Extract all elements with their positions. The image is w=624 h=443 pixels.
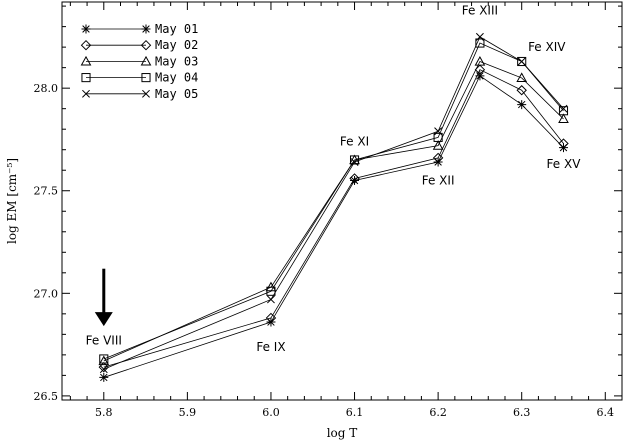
y-tick-label: 26.5 — [34, 390, 59, 403]
series-line-3 — [103, 60, 564, 362]
data-point — [265, 312, 277, 324]
legend-label: May 02 — [155, 38, 198, 52]
legend-label: May 03 — [155, 54, 198, 68]
legend-marker — [142, 89, 150, 98]
data-point — [267, 295, 275, 304]
data-point — [349, 173, 360, 184]
x-tick-label: 6.2 — [429, 406, 447, 419]
series-line-1 — [103, 75, 564, 378]
y-tick-label: 27.0 — [34, 287, 59, 300]
data-point — [516, 85, 527, 96]
legend-marker — [81, 73, 91, 83]
ion-label: Fe XV — [547, 157, 582, 171]
data-point — [350, 158, 359, 166]
data-point — [517, 100, 527, 110]
legend-label: May 05 — [155, 87, 198, 101]
data-point — [265, 281, 277, 292]
series-line-2 — [103, 69, 564, 368]
data-point — [99, 354, 109, 364]
data-point — [517, 56, 527, 67]
legend-marker — [141, 24, 151, 34]
data-point — [434, 127, 443, 136]
plot-frame — [61, 1, 623, 401]
legend-label: May 04 — [155, 71, 198, 85]
data-point — [99, 365, 108, 374]
ion-label: Fe IX — [256, 340, 285, 354]
ion-label: Fe VIII — [86, 334, 122, 348]
data-point — [517, 57, 526, 66]
x-tick-label: 5.8 — [95, 406, 113, 419]
data-point — [433, 132, 443, 142]
legend-marker — [140, 39, 152, 51]
legend-marker — [80, 55, 92, 66]
ion-label: Fe XI — [340, 135, 369, 149]
arrow-head — [94, 312, 113, 327]
legend-marker — [81, 24, 91, 34]
data-point — [558, 138, 569, 149]
data-point — [98, 355, 110, 366]
data-point — [349, 155, 360, 165]
x-tick-label: 6.4 — [597, 406, 615, 419]
legend-label: May 01 — [155, 22, 198, 36]
data-point — [474, 64, 486, 75]
data-point — [474, 55, 486, 66]
x-tick-label: 6.1 — [346, 406, 364, 419]
legend-marker — [141, 73, 151, 83]
data-point — [432, 140, 444, 150]
data-point — [432, 152, 444, 164]
x-tick-label: 5.9 — [179, 406, 197, 419]
data-point — [559, 104, 568, 113]
ion-label: Fe XIII — [462, 3, 498, 17]
ion-label: Fe XIV — [528, 40, 566, 54]
legend-marker — [140, 55, 152, 66]
data-point — [475, 38, 485, 48]
data-point — [558, 106, 569, 116]
data-point — [350, 175, 360, 185]
legend-marker — [80, 39, 92, 51]
y-axis-label: log EM [cm⁻⁵] — [5, 158, 19, 244]
legend-marker — [82, 89, 90, 98]
x-axis-label: log T — [327, 426, 358, 440]
x-tick-label: 6.0 — [262, 406, 280, 419]
data-point — [475, 71, 485, 81]
y-tick-label: 27.5 — [34, 185, 59, 198]
data-point — [99, 372, 109, 382]
data-point — [558, 113, 569, 124]
ion-label: Fe XII — [422, 174, 455, 188]
data-point — [516, 72, 528, 83]
data-point — [475, 32, 484, 41]
data-point — [266, 286, 276, 296]
x-tick-label: 6.3 — [513, 406, 531, 419]
y-tick-label: 28.0 — [34, 82, 59, 95]
